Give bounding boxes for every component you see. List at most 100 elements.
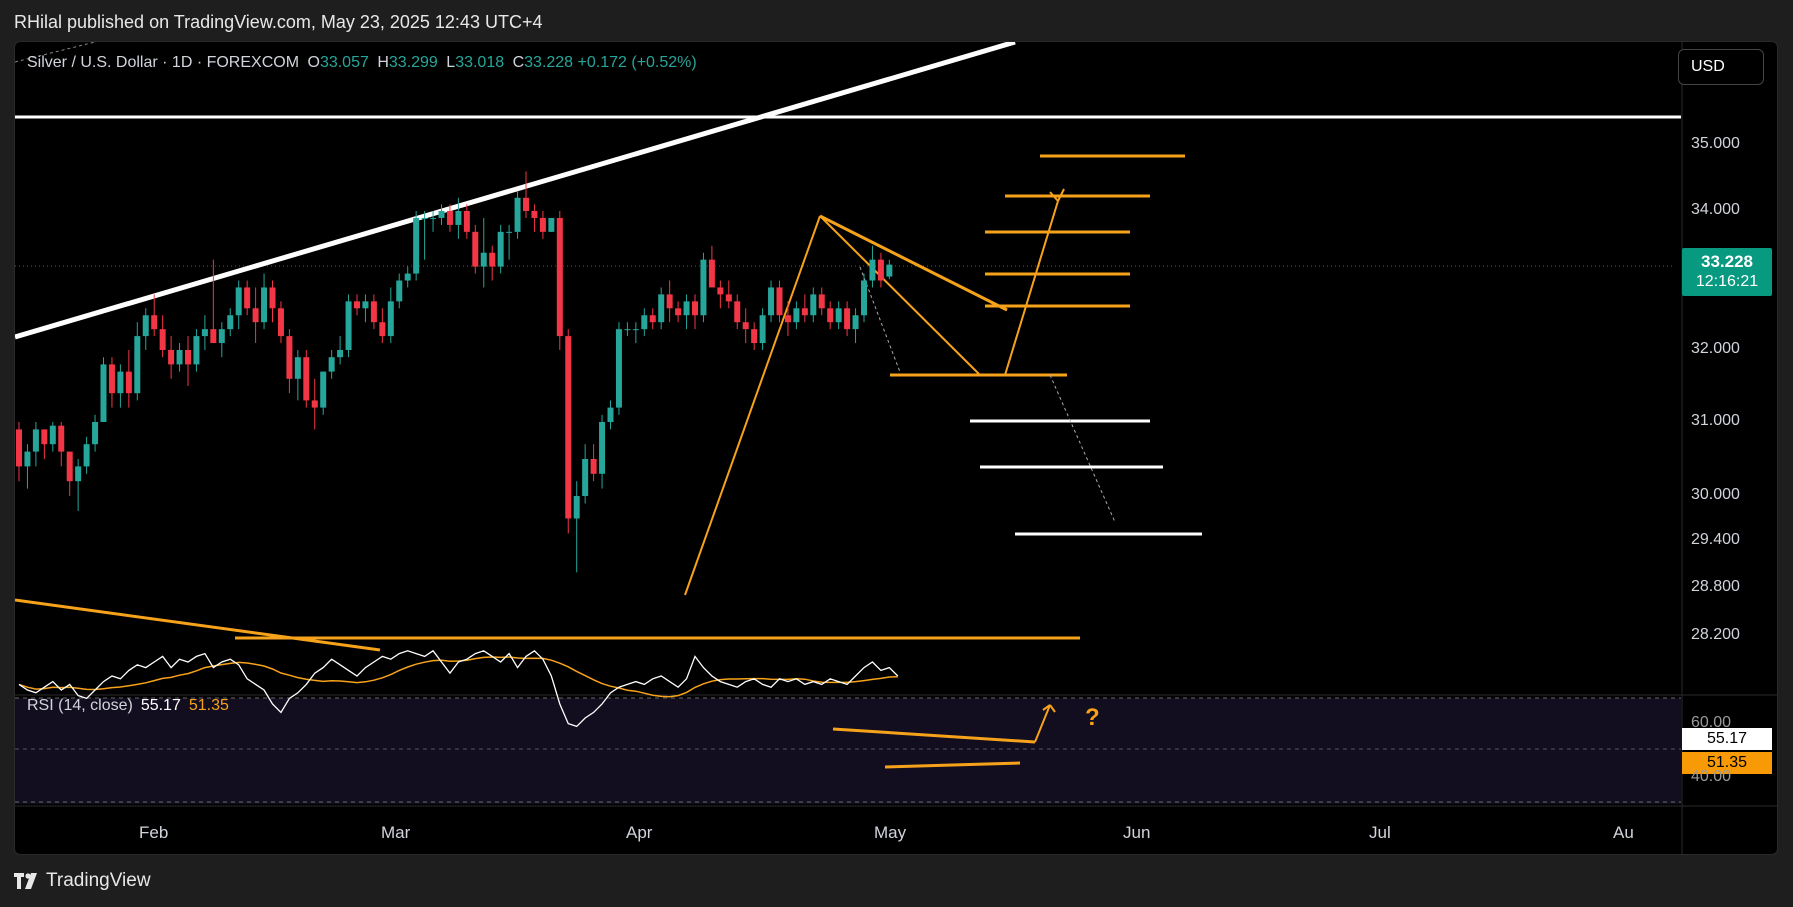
rsi-layer bbox=[18, 649, 899, 728]
candle-body bbox=[590, 459, 597, 474]
rsi-value-badge: 55.17 bbox=[1682, 728, 1772, 750]
candle-body bbox=[261, 287, 268, 323]
price-tick-label: 32.000 bbox=[1691, 340, 1740, 357]
candle-body bbox=[92, 422, 99, 445]
month-tick-label: May bbox=[874, 823, 907, 842]
candle-body bbox=[421, 217, 428, 219]
candle-body bbox=[370, 301, 377, 323]
rsi-value: 55.17 bbox=[140, 697, 181, 714]
candle-body bbox=[506, 231, 513, 233]
candle-body bbox=[49, 425, 56, 445]
price-tick-label: 31.000 bbox=[1691, 412, 1740, 429]
candle-body bbox=[877, 259, 884, 281]
candle-body bbox=[776, 287, 783, 316]
candle-body bbox=[117, 371, 124, 394]
candle-body bbox=[269, 287, 276, 309]
high-value: 33.299 bbox=[388, 54, 438, 71]
footer-brand[interactable]: TradingView bbox=[14, 870, 151, 892]
month-tick-label: Mar bbox=[381, 823, 411, 842]
candle-body bbox=[844, 308, 851, 330]
chart-frame[interactable]: Silver / U.S. Dollar · 1D · FOREXCOM O 33… bbox=[14, 41, 1778, 855]
month-tick-label: Jul bbox=[1369, 823, 1391, 842]
chart-canvas[interactable] bbox=[15, 42, 1777, 854]
rising-channel-line bbox=[15, 42, 1016, 340]
trendlines-layer bbox=[15, 42, 1681, 769]
high-label: H bbox=[377, 54, 389, 71]
candle-body bbox=[666, 294, 673, 309]
candle-body bbox=[379, 322, 386, 337]
candle-body bbox=[210, 329, 217, 344]
bar-countdown: 12:16:21 bbox=[1695, 273, 1759, 290]
price-tick-label: 34.000 bbox=[1691, 201, 1740, 218]
symbol-title[interactable]: Silver / U.S. Dollar · 1D · FOREXCOM bbox=[27, 54, 300, 71]
candle-body bbox=[244, 287, 251, 309]
candle-body bbox=[125, 371, 132, 394]
candle-body bbox=[599, 422, 606, 474]
candle-body bbox=[235, 287, 242, 316]
symbol-legend: Silver / U.S. Dollar · 1D · FOREXCOM O 33… bbox=[27, 54, 697, 72]
low-value: 33.018 bbox=[455, 54, 505, 71]
candle-body bbox=[632, 329, 639, 331]
candle-body bbox=[58, 425, 65, 452]
close-label: C bbox=[512, 54, 525, 71]
publisher-header: RHilal published on TradingView.com, May… bbox=[14, 12, 543, 32]
candle-body bbox=[41, 429, 48, 445]
candle-body bbox=[708, 259, 715, 288]
candle-body bbox=[100, 364, 107, 422]
rsi-arrowhead-b bbox=[1049, 704, 1056, 713]
rsi-ma-badge: 51.35 bbox=[1682, 752, 1772, 774]
dashed-down-path bbox=[1049, 374, 1116, 523]
candle-body bbox=[185, 350, 191, 365]
rsi-tick-label: 60.00 bbox=[1691, 714, 1732, 731]
candle-body bbox=[869, 259, 876, 281]
candle-body bbox=[328, 357, 335, 372]
candle-body bbox=[201, 329, 208, 337]
candle-body bbox=[168, 350, 175, 365]
candle-body bbox=[83, 444, 90, 467]
candle-body bbox=[573, 496, 580, 519]
candle-body bbox=[582, 459, 589, 496]
candle-body bbox=[658, 294, 665, 323]
candle-body bbox=[286, 336, 293, 379]
open-label: O bbox=[307, 54, 320, 71]
candle-body bbox=[818, 294, 825, 309]
rsi-divergence-upper bbox=[832, 727, 1036, 744]
rsi-ma-value: 51.35 bbox=[188, 697, 229, 714]
candle-body bbox=[725, 294, 732, 302]
currency-button[interactable]: USD bbox=[1678, 49, 1764, 85]
last-price-value: 33.228 bbox=[1701, 252, 1753, 271]
candle-body bbox=[801, 308, 808, 316]
tradingview-logo-icon bbox=[14, 873, 37, 889]
candle-body bbox=[548, 217, 555, 232]
month-tick-label: Apr bbox=[626, 823, 653, 842]
candle-body bbox=[734, 301, 741, 323]
candle-body bbox=[404, 273, 411, 281]
candle-body bbox=[852, 315, 859, 330]
candle-body bbox=[320, 371, 327, 408]
rsi-legend: RSI (14, close) 55.17 51.35 bbox=[27, 697, 229, 715]
candle-body bbox=[861, 280, 867, 316]
rsi-ma-line bbox=[18, 656, 898, 698]
rsi-breakout-arrow bbox=[1034, 704, 1051, 743]
candle-body bbox=[277, 308, 284, 337]
rsi-band bbox=[15, 698, 1681, 804]
candle-body bbox=[480, 252, 487, 267]
rsi-arrowhead-a bbox=[1042, 704, 1051, 711]
candle-body bbox=[337, 350, 344, 358]
candle-body bbox=[793, 308, 800, 323]
rsi-label[interactable]: RSI (14, close) bbox=[27, 697, 133, 714]
rsi-tick-label: 40.00 bbox=[1691, 768, 1732, 785]
triangle-upper-line bbox=[819, 214, 1008, 312]
candle-body bbox=[294, 357, 301, 379]
candle-body bbox=[489, 252, 496, 267]
candle-body bbox=[193, 336, 200, 365]
candle-body bbox=[354, 301, 360, 309]
candle-body bbox=[607, 407, 614, 422]
rally-leg-line bbox=[684, 215, 821, 596]
candle-body bbox=[32, 429, 39, 452]
month-tick-label: Jun bbox=[1123, 823, 1151, 842]
candle-body bbox=[641, 315, 648, 330]
candle-body bbox=[176, 350, 183, 365]
candle-body bbox=[345, 301, 352, 350]
candle-body bbox=[24, 451, 31, 467]
